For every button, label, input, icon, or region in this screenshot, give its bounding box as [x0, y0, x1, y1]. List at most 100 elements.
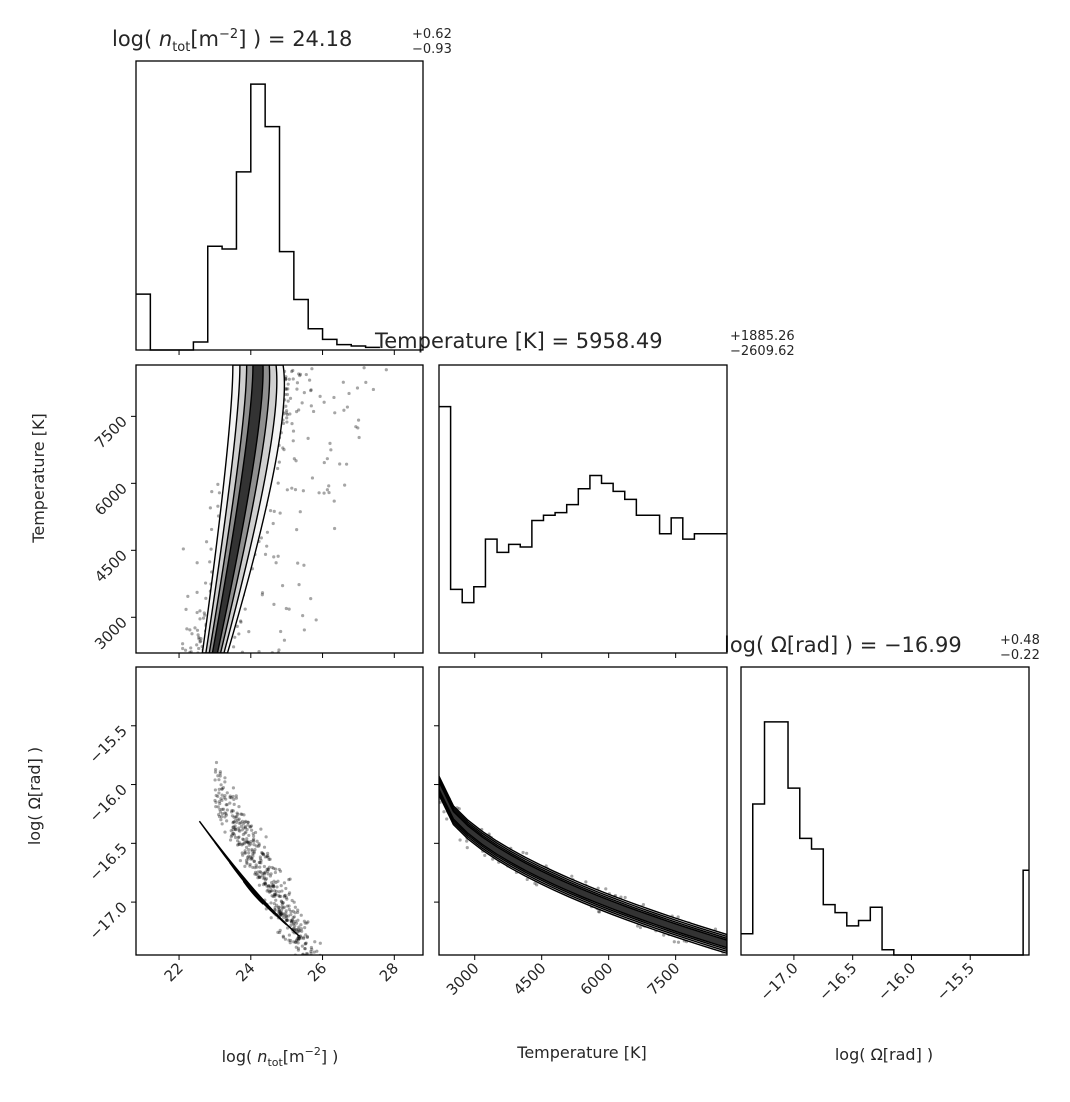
sample-1-350 — [246, 820, 250, 824]
sample-1-184 — [252, 837, 256, 841]
sample-1-459 — [237, 842, 241, 846]
sample-1-348 — [299, 936, 303, 940]
sample-1-460 — [258, 857, 263, 861]
sample-1-266 — [243, 864, 247, 868]
sample-1-181 — [280, 911, 284, 915]
sample-1-43 — [369, 1055, 372, 1058]
title-2-plus: +0.48 — [1000, 633, 1040, 648]
sample-1-93 — [266, 869, 270, 873]
hist-step-2 — [741, 721, 1029, 956]
sample-2-193 — [445, 817, 449, 821]
sample-1-455 — [318, 941, 322, 945]
sample-1-99 — [229, 835, 233, 839]
sample-0-299 — [325, 488, 330, 492]
sample-0-82 — [328, 441, 332, 445]
sample-1-84 — [259, 861, 263, 865]
sample-2-41 — [457, 807, 461, 811]
sample-1-102 — [263, 881, 267, 885]
sample-1-305 — [298, 957, 301, 960]
title-0-sup: −2 — [219, 27, 238, 42]
sample-1-352 — [299, 913, 303, 917]
sample-1-276 — [220, 787, 224, 791]
xtick-label-0-0: 22 — [161, 959, 187, 985]
sample-0-169 — [198, 617, 202, 621]
sample-1-111 — [223, 776, 227, 780]
sample-1-58 — [305, 935, 310, 939]
sample-2-434 — [521, 850, 525, 855]
sample-1-40 — [218, 802, 222, 806]
sample-1-464 — [296, 918, 300, 922]
sample-1-23 — [240, 828, 244, 832]
sample-1-253 — [224, 803, 228, 807]
sample-1-267 — [240, 843, 244, 847]
sample-1-175 — [280, 900, 284, 904]
sample-0-325 — [322, 491, 326, 495]
sample-0-93 — [195, 610, 199, 615]
sample-1-179 — [243, 824, 247, 829]
sample-0-405 — [300, 401, 304, 405]
sample-1-172 — [290, 919, 295, 923]
sample-1-418 — [367, 1075, 370, 1078]
sample-1-517 — [285, 897, 289, 901]
sample-0-121 — [285, 488, 289, 492]
sample-0-181 — [345, 405, 350, 409]
sample-1-497 — [305, 935, 309, 939]
sample-0-161 — [344, 462, 349, 466]
sample-1-501 — [228, 838, 233, 842]
sample-1-56 — [252, 859, 256, 863]
sample-1-457 — [256, 873, 260, 877]
contour-1-3 — [242, 880, 264, 905]
sample-1-183 — [243, 851, 247, 855]
sample-1-119 — [335, 989, 338, 992]
sample-1-473 — [244, 845, 249, 849]
sample-1-416 — [258, 855, 262, 859]
sample-1-430 — [277, 910, 281, 914]
sample-1-130 — [292, 900, 296, 904]
sample-1-45 — [242, 842, 246, 846]
sample-1-134 — [290, 920, 294, 924]
sample-1-281 — [281, 934, 285, 938]
sample-0-425 — [291, 429, 296, 433]
sample-1-20 — [277, 909, 281, 913]
sample-1-144 — [296, 941, 300, 945]
sample-0-319 — [306, 436, 310, 440]
sample-0-305 — [291, 377, 295, 381]
sample-1-496 — [283, 894, 287, 898]
sample-1-474 — [237, 835, 241, 839]
sample-0-86 — [354, 425, 358, 429]
sample-1-171 — [294, 938, 299, 942]
sample-0-41 — [309, 388, 313, 393]
sample-1-445 — [218, 774, 222, 778]
sample-0-512 — [347, 391, 351, 396]
sample-0-408 — [297, 408, 301, 412]
sample-1-18 — [302, 935, 306, 939]
sample-1-289 — [241, 837, 245, 841]
sample-0-392 — [325, 457, 329, 461]
sample-1-322 — [225, 791, 229, 795]
sample-1-516 — [279, 908, 284, 913]
sample-1-359 — [282, 905, 286, 909]
sample-0-133 — [297, 583, 301, 587]
sample-1-304 — [279, 894, 283, 898]
sample-1-140 — [294, 940, 298, 945]
sample-1-162 — [278, 928, 282, 933]
sample-1-197 — [291, 915, 295, 920]
sample-0-186 — [293, 488, 298, 492]
sample-1-269 — [245, 862, 249, 866]
sample-0-252 — [197, 637, 201, 641]
sample-1-9 — [263, 878, 268, 882]
sample-0-89 — [309, 597, 313, 601]
sample-1-469 — [281, 901, 285, 905]
sample-1-27 — [240, 812, 244, 816]
joint-panel-1-2 — [439, 775, 727, 955]
sample-1-399 — [308, 956, 311, 959]
sample-0-372 — [181, 547, 185, 551]
sample-1-290 — [244, 858, 249, 862]
sample-1-86 — [250, 857, 254, 861]
sample-1-122 — [277, 906, 281, 910]
sample-1-505 — [246, 857, 250, 861]
sample-0-330 — [314, 618, 318, 622]
sample-1-270 — [279, 913, 283, 917]
sample-1-232 — [248, 825, 253, 829]
sample-0-360 — [202, 611, 206, 615]
